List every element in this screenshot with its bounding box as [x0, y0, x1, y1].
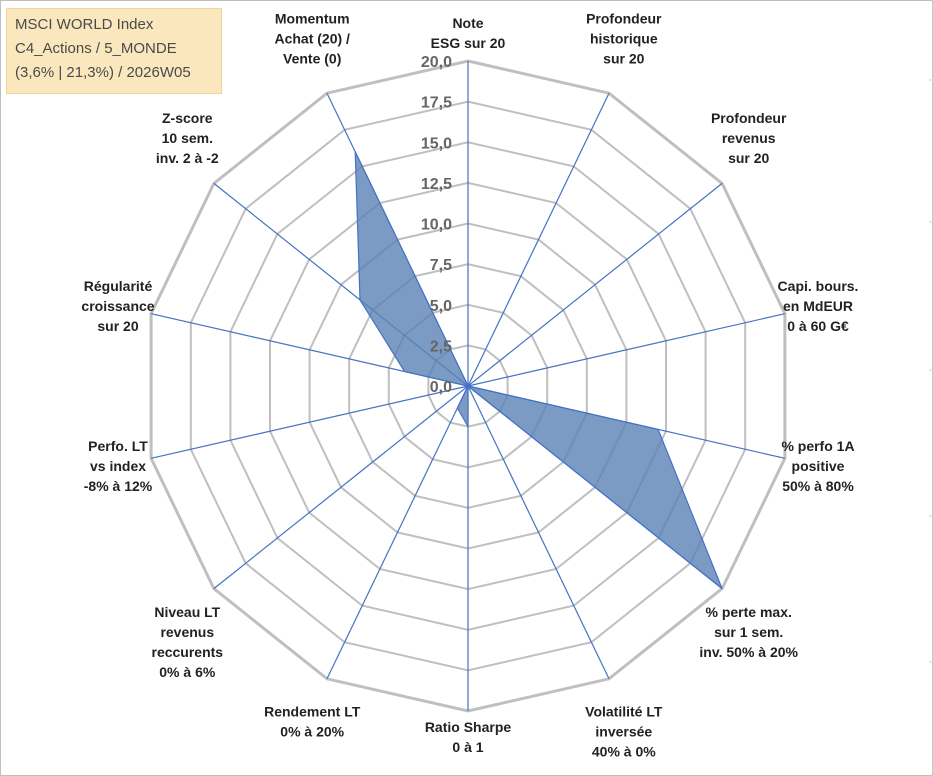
- tick-label-3: 7,5: [430, 257, 452, 274]
- axis-label-1-line-1: historique: [590, 31, 658, 47]
- spoke-8: [326, 385, 469, 680]
- tick-label-4: 10,0: [421, 217, 452, 234]
- axis-label-4-line-2: 50% à 80%: [782, 478, 854, 494]
- axis-label-3-line-2: 0 à 60 G€: [787, 318, 849, 334]
- tick-label-2: 5,0: [430, 298, 452, 315]
- axis-label-3-line-1: en MdEUR: [783, 298, 853, 314]
- axis-label-9: Niveau LT revenus reccurents 0% à 6%: [152, 604, 224, 680]
- axis-label-10-line-1: vs index: [90, 458, 146, 474]
- axis-label-13: Momentum Achat (20) / Vente (0): [274, 11, 350, 67]
- axis-label-12-line-2: inv. 2 à -2: [156, 150, 219, 166]
- spoke-6: [467, 385, 610, 680]
- spoke-3: [467, 313, 786, 387]
- tick-label-6: 15,0: [421, 135, 452, 152]
- axis-label-11-line-2: sur 20: [97, 318, 138, 334]
- title-box: MSCI WORLD Index C4_Actions / 5_MONDE (3…: [6, 8, 222, 94]
- axis-label-7: Ratio Sharpe 0 à 1: [425, 719, 512, 755]
- axis-label-0-line-1: ESG sur 20: [431, 35, 506, 51]
- axis-label-5-line-1: sur 1 sem.: [714, 624, 783, 640]
- tick-label-5: 12,5: [421, 176, 452, 193]
- axis-label-4-line-1: positive: [792, 458, 845, 474]
- axis-label-0-line-0: Note: [452, 15, 483, 31]
- title-line-2: C4_Actions / 5_MONDE: [15, 40, 177, 57]
- axis-label-13-line-0: Momentum: [275, 11, 350, 27]
- axis-label-4: % perfo 1A positive 50% à 80%: [781, 438, 854, 494]
- axis-label-6-line-2: 40% à 0%: [592, 743, 656, 759]
- axis-label-9-line-0: Niveau LT: [154, 604, 220, 620]
- axis-label-11: Régularité croissance sur 20: [81, 278, 154, 334]
- axis-label-6-line-1: inversée: [595, 723, 652, 739]
- axis-label-2-line-0: Profondeur: [711, 110, 787, 126]
- axis-label-9-line-3: 0% à 6%: [159, 664, 216, 680]
- axis-label-5: % perte max. sur 1 sem. inv. 50% à 20%: [699, 604, 798, 660]
- axis-label-2-line-1: revenus: [722, 130, 776, 146]
- spoke-10: [150, 385, 469, 459]
- axis-label-6: Volatilité LT inversée 40% à 0%: [585, 703, 663, 759]
- axis-label-8-line-0: Rendement LT: [264, 703, 361, 719]
- axis-label-11-line-0: Régularité: [84, 278, 153, 294]
- axis-label-1-line-0: Profondeur: [586, 11, 662, 27]
- axis-label-10-line-2: -8% à 12%: [84, 478, 153, 494]
- spoke-1: [467, 92, 610, 387]
- tick-layer: 0,0 2,5 5,0 7,5 10,0 12,5 15,0 17,5 20,0: [421, 54, 452, 396]
- axis-label-12-line-1: 10 sem.: [162, 130, 213, 146]
- axis-label-5-line-2: inv. 50% à 20%: [699, 644, 798, 660]
- axis-label-9-line-1: revenus: [160, 624, 214, 640]
- axis-label-11-line-1: croissance: [81, 298, 154, 314]
- series-layer: [354, 151, 723, 590]
- tick-label-7: 17,5: [421, 95, 452, 112]
- axis-label-layer: Note ESG sur 20 Profondeur historique sur 20…: [81, 11, 858, 760]
- tick-label-1: 2,5: [430, 338, 452, 355]
- axis-label-8: Rendement LT 0% à 20%: [264, 703, 361, 739]
- title-line-3: (3,6% | 21,3%) / 2026W05: [15, 64, 191, 81]
- tick-label-8: 20,0: [421, 54, 452, 71]
- axis-label-13-line-2: Vente (0): [283, 51, 341, 67]
- axis-label-4-line-0: % perfo 1A: [781, 438, 854, 454]
- spoke-9: [213, 385, 469, 590]
- spoke-2: [467, 182, 723, 387]
- axis-label-7-line-1: 0 à 1: [452, 739, 483, 755]
- axis-label-10: Perfo. LT vs index -8% à 12%: [84, 438, 153, 494]
- title-line-1: MSCI WORLD Index: [15, 16, 154, 33]
- axis-label-3: Capi. bours. en MdEUR 0 à 60 G€: [778, 278, 859, 334]
- axis-label-6-line-0: Volatilité LT: [585, 703, 663, 719]
- axis-label-5-line-0: % perte max.: [706, 604, 792, 620]
- axis-label-3-line-0: Capi. bours.: [778, 278, 859, 294]
- axis-label-10-line-0: Perfo. LT: [88, 438, 148, 454]
- axis-label-1: Profondeur historique sur 20: [586, 11, 662, 67]
- axis-label-8-line-1: 0% à 20%: [280, 723, 344, 739]
- axis-label-13-line-1: Achat (20) /: [274, 31, 350, 47]
- axis-label-1-line-2: sur 20: [603, 51, 644, 67]
- right-edge-ticks: [929, 0, 933, 776]
- axis-label-12-line-0: Z-score: [162, 110, 213, 126]
- axis-label-7-line-0: Ratio Sharpe: [425, 719, 512, 735]
- tick-label-0: 0,0: [430, 379, 452, 396]
- axis-label-2: Profondeur revenus sur 20: [711, 110, 787, 166]
- axis-label-12: Z-score 10 sem. inv. 2 à -2: [156, 110, 219, 166]
- axis-label-2-line-2: sur 20: [728, 150, 769, 166]
- axis-label-0: Note ESG sur 20: [431, 15, 506, 51]
- axis-label-9-line-2: reccurents: [152, 644, 224, 660]
